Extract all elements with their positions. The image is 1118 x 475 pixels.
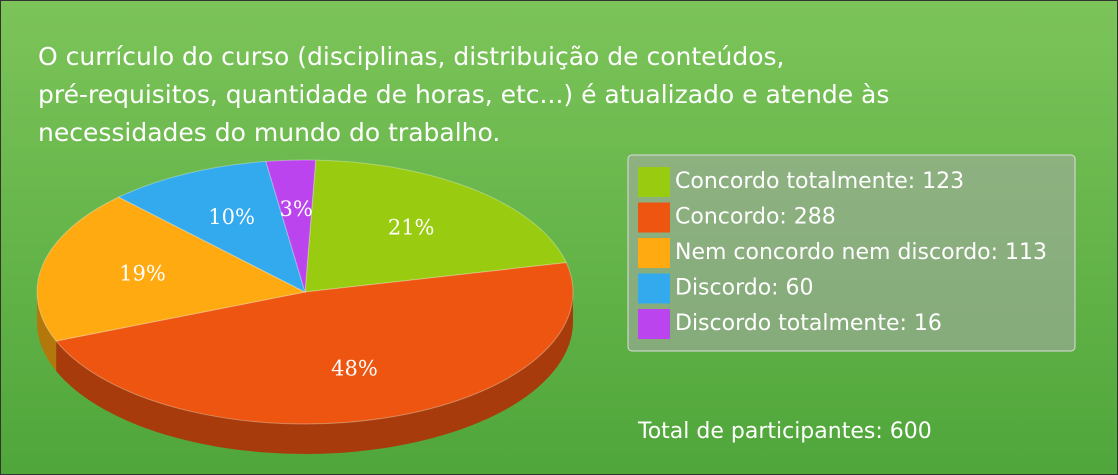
annotation: Total de participantes: 600 bbox=[637, 419, 932, 444]
legend-swatch bbox=[638, 273, 670, 304]
legend-swatch bbox=[638, 202, 670, 233]
slice-side bbox=[56, 292, 574, 454]
title-line: necessidades do mundo do trabalho. bbox=[38, 118, 500, 147]
legend-label: Concordo totalmente: 123 bbox=[675, 169, 964, 194]
slice bbox=[117, 160, 306, 293]
slice bbox=[265, 159, 317, 293]
legend-label: Discordo: 60 bbox=[675, 276, 814, 301]
title-line: pré-requisitos, quantidade de horas, etc… bbox=[38, 80, 889, 109]
legend-box bbox=[627, 154, 1076, 352]
value-label: 10% bbox=[208, 205, 255, 229]
value-label: 48% bbox=[331, 357, 378, 381]
slice bbox=[36, 196, 307, 342]
slice-side bbox=[37, 292, 57, 371]
title-line: O currículo do curso (disciplinas, distr… bbox=[38, 42, 785, 71]
legend-label: Concordo: 288 bbox=[675, 205, 836, 230]
legend-label: Nem concordo nem discordo: 113 bbox=[675, 240, 1047, 265]
legend-swatch bbox=[638, 309, 670, 339]
value-label: 19% bbox=[119, 261, 166, 285]
value-label: 21% bbox=[388, 216, 435, 240]
legend-label: Discordo totalmente: 16 bbox=[675, 311, 942, 336]
legend-swatch bbox=[638, 238, 670, 268]
legend-swatch bbox=[638, 167, 670, 197]
slice bbox=[304, 159, 568, 293]
slice bbox=[55, 262, 574, 425]
value-label: 3% bbox=[279, 197, 312, 221]
